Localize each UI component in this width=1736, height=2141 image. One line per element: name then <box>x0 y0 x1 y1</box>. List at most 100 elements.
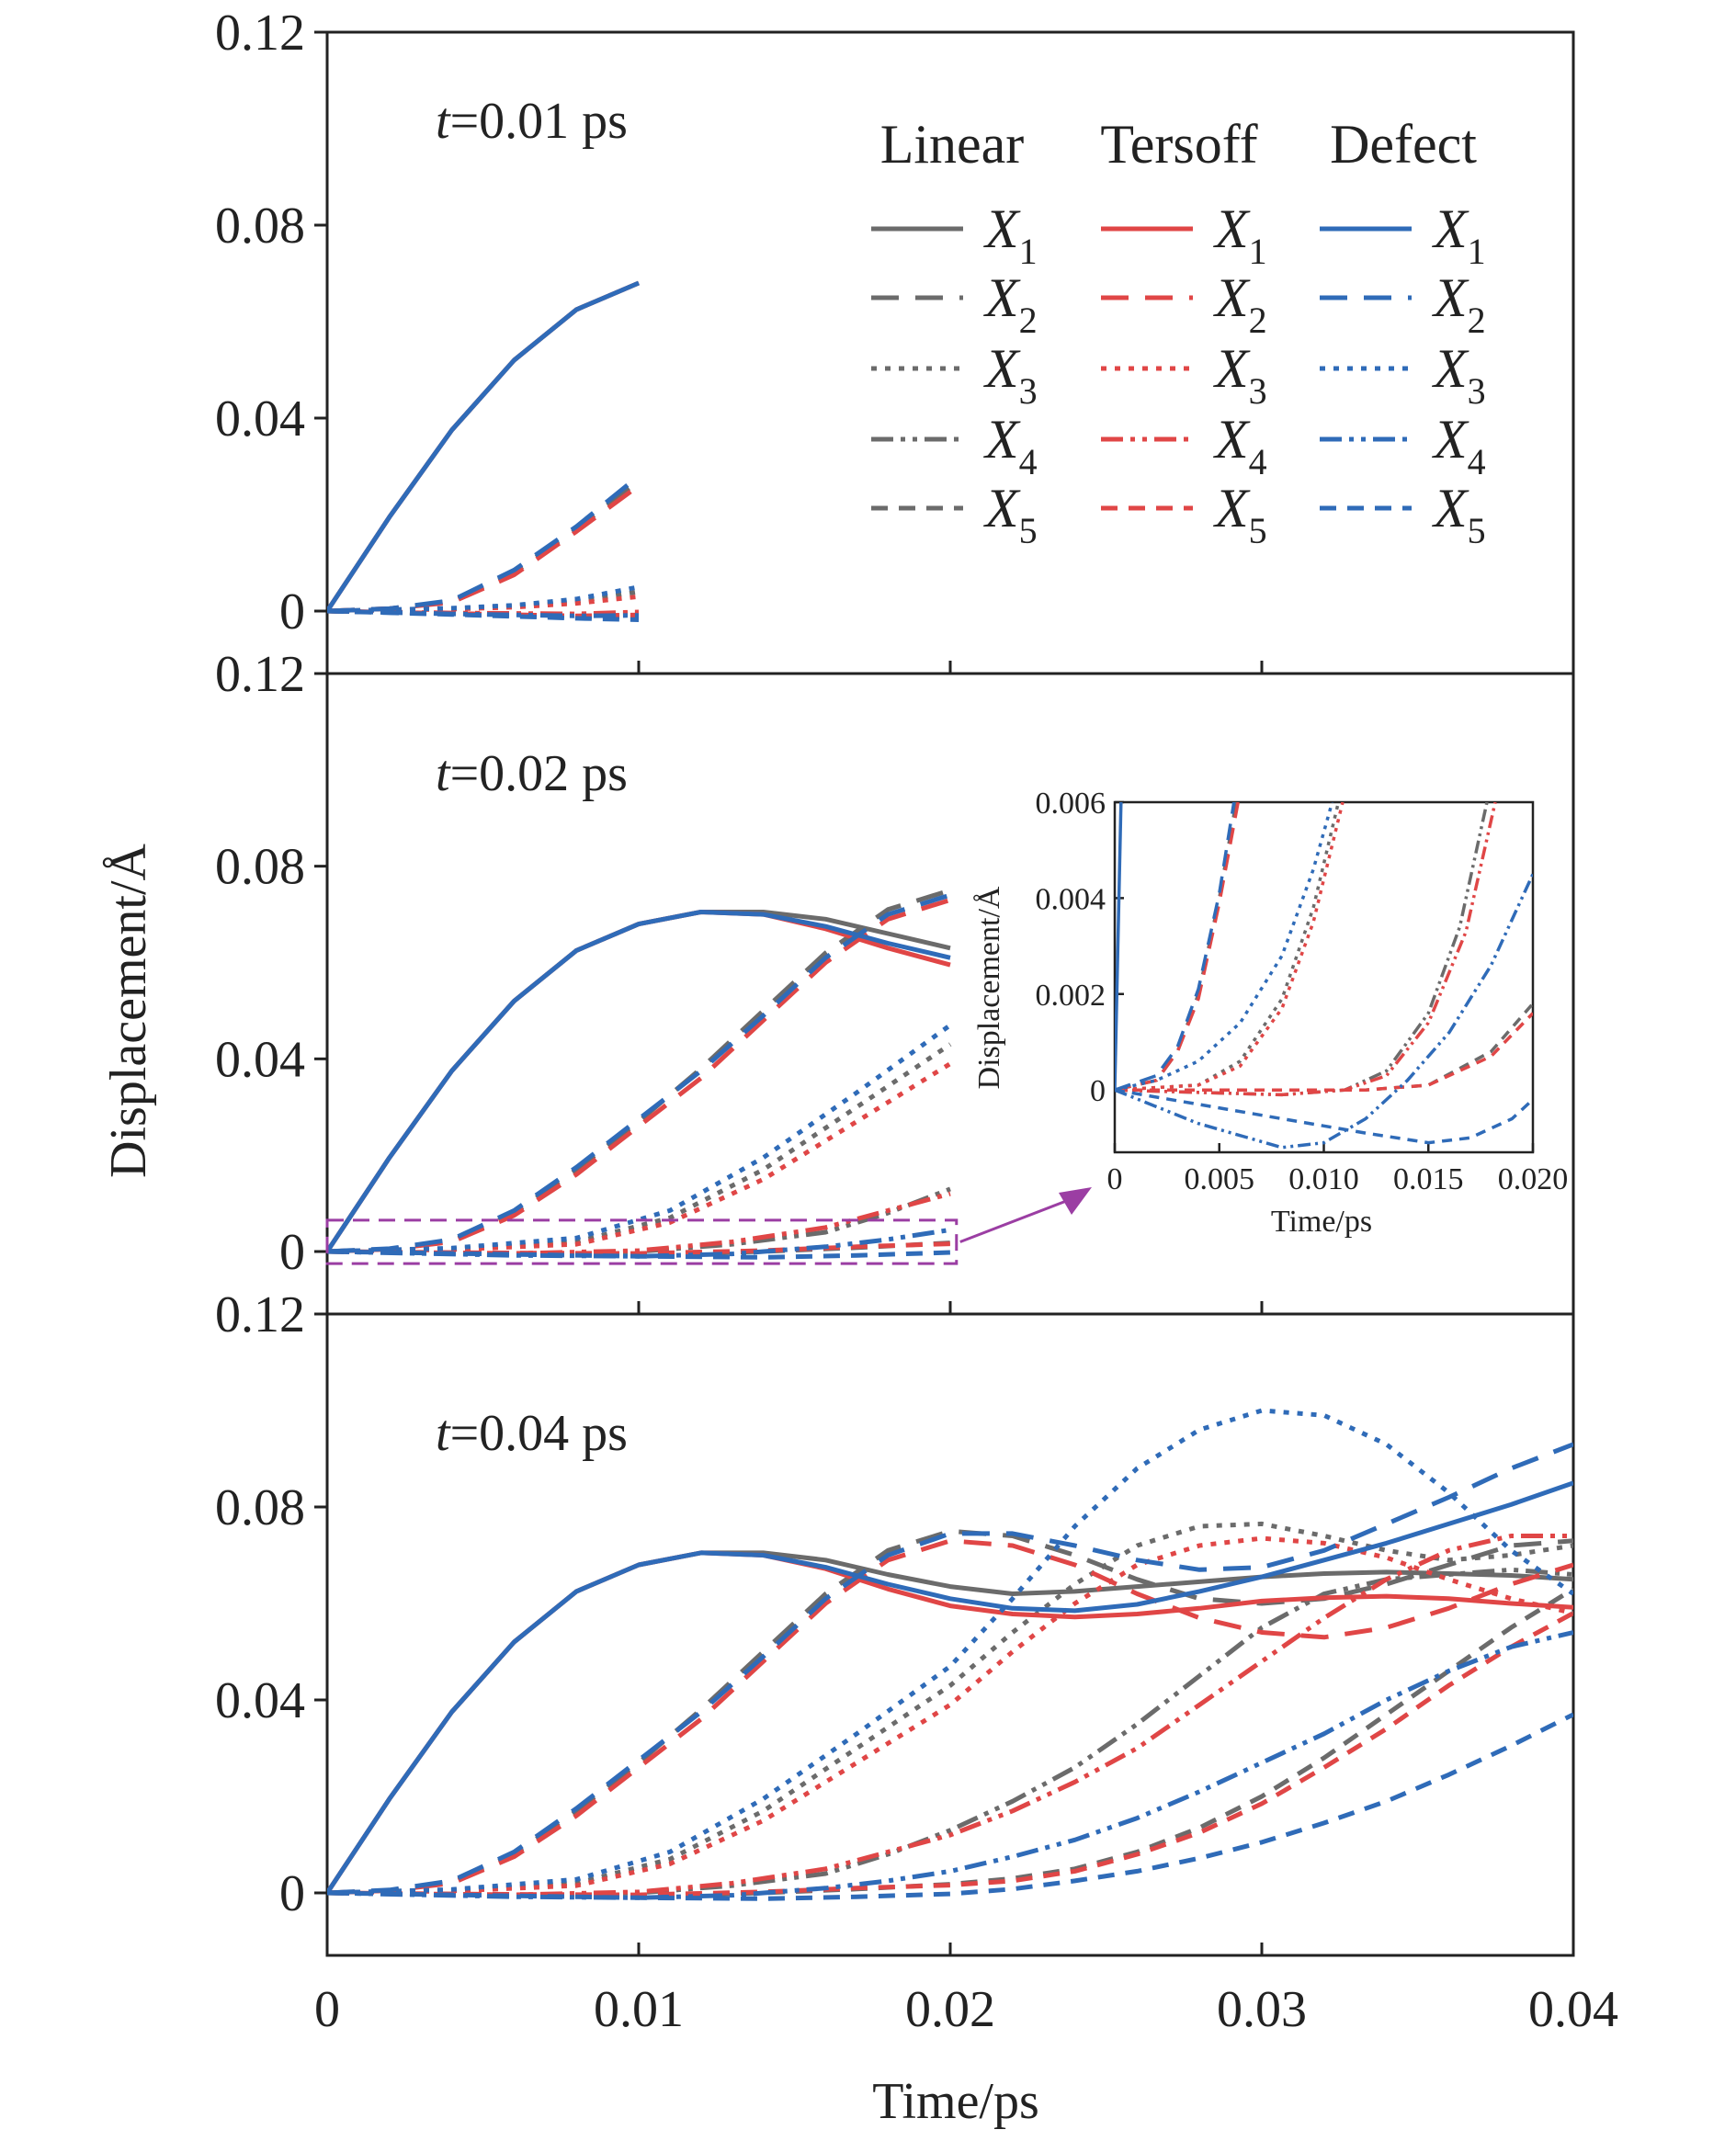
legend-label-letter: X <box>983 409 1021 470</box>
inset-y-tick-label: 0.004 <box>1036 882 1106 916</box>
legend-label-linear-x2: X2 <box>983 267 1038 341</box>
zoom-arrow-line <box>959 1196 1074 1243</box>
inset-series-defect-x2 <box>1115 802 1236 1092</box>
panel-3-series <box>327 1408 1573 1901</box>
series-linear-x3-panel-3 <box>327 1521 1573 1896</box>
series-defect-x2-panel-2 <box>327 892 951 1254</box>
inset-series-defect-x4 <box>1115 873 1533 1150</box>
legend-label-subscript: 4 <box>1019 441 1038 482</box>
panel-1-annotation-value: =0.01 ps <box>450 93 628 150</box>
series-defect-x3-panel-1 <box>327 584 640 614</box>
panel-1: 0 0.04 0.08 0.12 <box>215 5 1575 675</box>
inset-series-tersoff-x4 <box>1115 802 1497 1097</box>
legend-label-letter: X <box>983 198 1021 259</box>
panels: 00.040.080.1200.040.080.1200.040.080.120… <box>215 5 1618 2038</box>
panel-1-annotation: t=0.01 ps <box>436 93 628 150</box>
legend-label-subscript: 5 <box>1249 510 1267 551</box>
legend-label-letter: X <box>1213 338 1251 399</box>
panel-3-annotation: t=0.04 ps <box>436 1405 628 1462</box>
legend-group-linear: Linear <box>880 114 1025 175</box>
legend-label-tersoff-x5: X5 <box>1213 478 1267 551</box>
panel-2-y-tick-label: 0.04 <box>215 1031 305 1088</box>
legend-label-linear-x1: X1 <box>983 198 1038 272</box>
series-tersoff-x2-panel-3 <box>327 1538 1573 1896</box>
legend-label-subscript: 5 <box>1468 510 1486 551</box>
inset-series-tersoff-x5 <box>1115 1012 1533 1092</box>
series-defect-x1-panel-1 <box>327 280 640 613</box>
series-defect-x2-panel-3 <box>327 1442 1573 1896</box>
legend-label-defect-x4: X4 <box>1432 409 1486 482</box>
panel-2-y-tick-label: 0.08 <box>215 839 305 896</box>
inset-x-axis-title: Time/ps <box>1271 1205 1372 1239</box>
legend-label-subscript: 3 <box>1249 370 1267 412</box>
series-tersoff-x4-panel-2 <box>327 1191 951 1256</box>
series-defect-x5-panel-2 <box>327 1249 951 1260</box>
legend-label-defect-x1: X1 <box>1432 198 1486 272</box>
inset-y-axis-title: Displacement/Å <box>972 886 1006 1089</box>
inset-series-tersoff-x3 <box>1115 802 1345 1092</box>
series-tersoff-x4-panel-3 <box>327 1534 1573 1897</box>
panel-3-y-tick-label: 0.04 <box>215 1672 305 1729</box>
series-defect-x1-panel-3 <box>327 1480 1573 1895</box>
legend-group-defect: Defect <box>1330 114 1477 175</box>
inset-x-tick-label: 0.005 <box>1185 1162 1255 1196</box>
legend-label-subscript: 5 <box>1019 510 1038 551</box>
series-tersoff-x3-panel-3 <box>327 1535 1573 1896</box>
series-defect-x3-panel-3 <box>327 1408 1573 1896</box>
x-axis-title: Time/ps <box>872 2073 1039 2130</box>
inset-y-tick-label: 0 <box>1090 1074 1106 1108</box>
series-tersoff-x5-panel-2 <box>327 1241 951 1256</box>
panel-3-annotation-value: =0.04 ps <box>450 1405 628 1462</box>
legend-label-letter: X <box>1213 267 1251 328</box>
x-tick-label: 0 <box>314 1981 340 2038</box>
legend-label-letter: X <box>983 338 1021 399</box>
series-tersoff-x5-panel-3 <box>327 1611 1573 1897</box>
panel-2: 0 0.04 0.08 0.12 <box>215 646 1575 1316</box>
legend-label-defect-x2: X2 <box>1432 267 1486 341</box>
series-defect-x5-panel-1 <box>327 608 640 622</box>
inset-x-tick-label: 0 <box>1107 1162 1123 1196</box>
y-axis-title: Displacement/Å <box>100 843 157 1177</box>
legend-label-defect-x5: X5 <box>1432 478 1486 551</box>
inset-y-tick-label: 0.002 <box>1036 979 1106 1013</box>
panel-2-y-tick-label: 0.12 <box>215 646 305 703</box>
legend-label-letter: X <box>983 267 1021 328</box>
panel-3-annotation-t: t <box>436 1405 451 1462</box>
series-defect-x4-panel-2 <box>327 1227 951 1259</box>
panel-2-annotation-value: =0.02 ps <box>450 745 628 802</box>
legend-label-linear-x5: X5 <box>983 478 1038 551</box>
series-defect-x2-panel-1 <box>327 474 641 614</box>
panel-2-annotation-t: t <box>436 745 451 802</box>
legend-label-subscript: 4 <box>1249 441 1267 482</box>
panel-3-y-tick-label: 0.08 <box>215 1479 305 1536</box>
legend-group-tersoff: Tersoff <box>1100 114 1257 175</box>
legend-label-letter: X <box>983 478 1021 538</box>
panel-1-y-tick-label: 0.12 <box>215 5 305 62</box>
legend-label-letter: X <box>1432 478 1469 538</box>
panel-1-y-tick-label: 0 <box>279 583 305 640</box>
inset-series <box>1115 802 1533 1150</box>
series-linear-x2-panel-3 <box>327 1528 1573 1896</box>
legend-label-tersoff-x4: X4 <box>1213 409 1267 482</box>
series-defect-x3-panel-2 <box>327 1023 952 1254</box>
legend-label-subscript: 1 <box>1249 231 1267 272</box>
inset-chart: 0 0.002 0.004 0.006 0 0.005 0.010 0.015 0.020 Tim… <box>972 787 1568 1239</box>
zoom-box <box>325 1218 959 1265</box>
legend-label-subscript: 3 <box>1468 370 1486 412</box>
legend-label-letter: X <box>1432 198 1469 259</box>
inset-series-tersoff-x2 <box>1115 802 1240 1092</box>
inset-y-tick-label: 0.006 <box>1036 787 1106 821</box>
panel-1-y-tick-label: 0.08 <box>215 198 305 255</box>
legend-label-defect-x3: X3 <box>1432 338 1486 412</box>
legend-label-linear-x3: X3 <box>983 338 1038 412</box>
zoom-arrow-head <box>1059 1187 1092 1215</box>
panel-1-y-tick-label: 0.04 <box>215 391 305 447</box>
legend-label-subscript: 1 <box>1468 231 1486 272</box>
legend-label-subscript: 2 <box>1019 300 1038 341</box>
legend-label-linear-x4: X4 <box>983 409 1038 482</box>
legend-label-subscript: 2 <box>1468 300 1486 341</box>
panel-2-y-tick-label: 0 <box>279 1224 305 1281</box>
series-defect-x5-panel-3 <box>327 1712 1573 1901</box>
